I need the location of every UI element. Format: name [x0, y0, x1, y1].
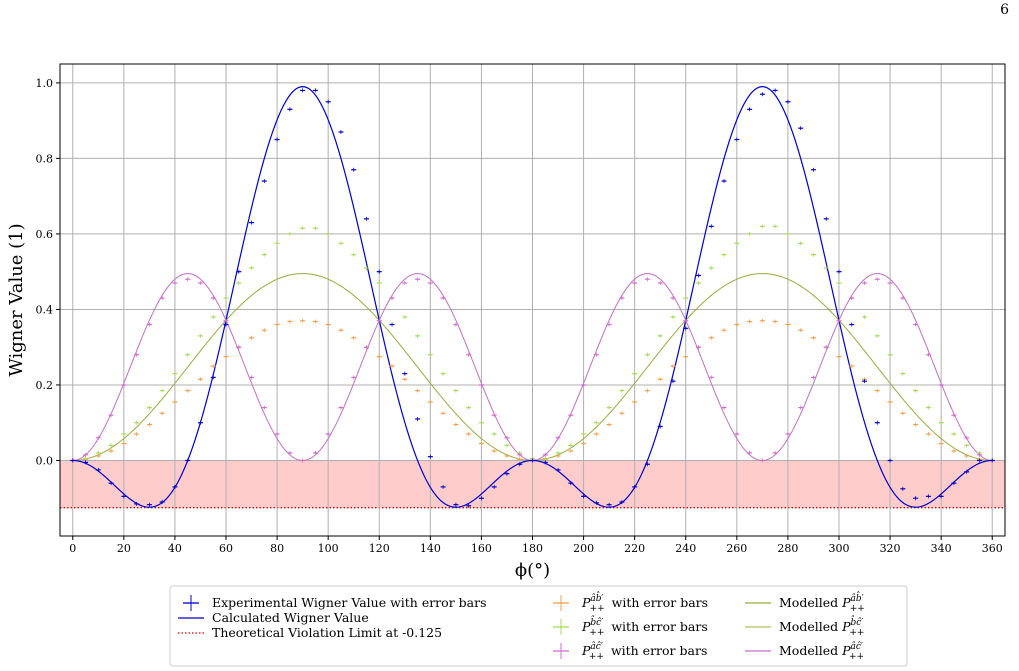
y-axis-title: Wigner Value (1)	[6, 223, 27, 376]
x-tick-label: 60	[219, 542, 233, 555]
legend-entry-model-bc: Modelled Pb̂ĉ′ ++	[745, 615, 864, 638]
legend-label: Pb̂ĉ′ ++ with error bars	[581, 615, 708, 638]
ticks: 0 20 40 60 80 100 120 140 160 180 200 220 240 260 280 3…	[36, 77, 1003, 555]
x-axis-title: ϕ(°)	[515, 560, 550, 581]
x-tick-label: 120	[369, 542, 390, 555]
y-tick-label: 0.8	[36, 152, 54, 165]
x-tick-label: 260	[726, 542, 747, 555]
x-tick-label: 140	[420, 542, 441, 555]
x-tick-label: 180	[522, 542, 543, 555]
legend: Experimental Wigner Value with error bar…	[169, 585, 908, 667]
y-tick-label: 1.0	[36, 77, 54, 90]
legend-label: Modelled Pâĉ′ ++	[779, 641, 864, 662]
x-tick-label: 360	[982, 542, 1003, 555]
x-tick-label: 20	[117, 542, 131, 555]
x-tick-label: 100	[318, 542, 339, 555]
x-tick-label: 40	[168, 542, 182, 555]
x-tick-label: 300	[828, 542, 849, 555]
legend-entry-pac: Pâĉ′ ++ with error bars	[553, 641, 707, 662]
x-tick-label: 280	[777, 542, 798, 555]
x-tick-label: 0	[69, 542, 76, 555]
error-bars	[70, 88, 995, 508]
page-number: 6	[1000, 2, 1009, 18]
x-tick-label: 320	[880, 542, 901, 555]
legend-label: Experimental Wigner Value with error bar…	[212, 595, 486, 610]
legend-label: Theoretical Violation Limit at -0.125	[212, 625, 442, 640]
x-tick-label: 240	[675, 542, 696, 555]
grid	[60, 64, 1005, 536]
x-tick-label: 340	[931, 542, 952, 555]
legend-entry-pab: Pâb̂′ ++ with error bars	[553, 591, 708, 614]
legend-entry-calculated: Calculated Wigner Value	[178, 610, 369, 625]
legend-entry-pbc: Pb̂ĉ′ ++ with error bars	[553, 615, 708, 638]
x-tick-label: 80	[270, 542, 284, 555]
x-tick-label: 160	[471, 542, 492, 555]
y-tick-label: 0.6	[36, 228, 54, 241]
legend-entry-model-ab: Modelled Pâb̂′ ++	[745, 591, 865, 614]
x-tick-label: 200	[573, 542, 594, 555]
legend-label: Calculated Wigner Value	[212, 610, 369, 625]
legend-label: Modelled Pb̂ĉ′ ++	[779, 615, 864, 638]
y-tick-label: 0.0	[36, 454, 54, 467]
legend-label: Modelled Pâb̂′ ++	[779, 591, 865, 614]
x-tick-label: 220	[624, 542, 645, 555]
legend-entry-experimental: Experimental Wigner Value with error bar…	[183, 595, 486, 611]
legend-entry-model-ac: Modelled Pâĉ′ ++	[745, 641, 864, 662]
legend-label: Pâĉ′ ++ with error bars	[581, 641, 707, 662]
legend-entry-limit: Theoretical Violation Limit at -0.125	[178, 625, 442, 640]
series-5-errorbars	[70, 277, 995, 463]
legend-box	[169, 585, 908, 667]
series-0-errorbars	[70, 88, 995, 508]
legend-label: Pâb̂′ ++ with error bars	[581, 591, 708, 614]
y-tick-label: 0.4	[36, 303, 54, 316]
y-tick-label: 0.2	[36, 379, 54, 392]
